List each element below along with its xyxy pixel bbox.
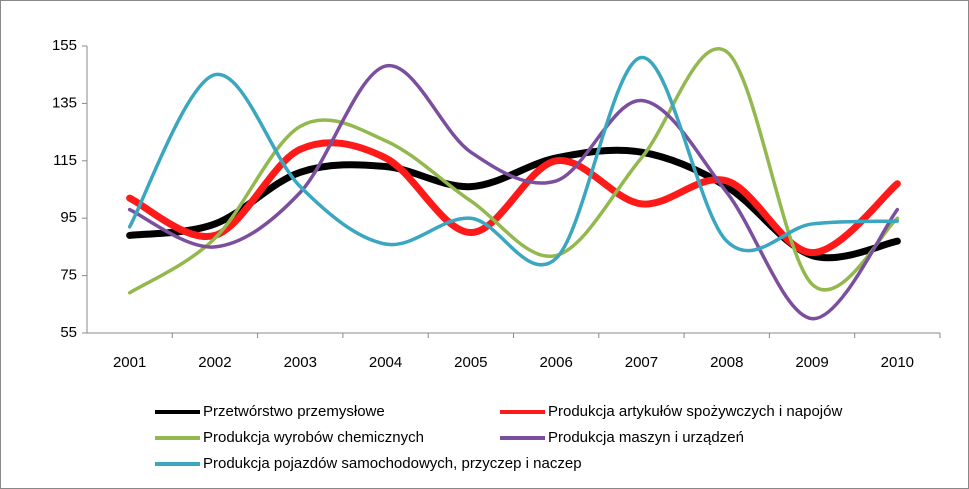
x-tick-label: 2004 bbox=[369, 354, 402, 371]
legend-label: Produkcja wyrobów chemicznych bbox=[203, 429, 424, 446]
x-tick-label: 2006 bbox=[539, 354, 572, 371]
x-tick-label: 2008 bbox=[710, 354, 743, 371]
series-line bbox=[127, 55, 900, 267]
y-tick-label: 115 bbox=[53, 152, 77, 169]
y-tick-label: 95 bbox=[60, 209, 77, 226]
x-tick-label: 2002 bbox=[198, 354, 231, 371]
y-tick-label: 55 bbox=[60, 324, 77, 341]
legend-label: Produkcja pojazdów samochodowych, przycz… bbox=[203, 455, 582, 472]
y-tick-label: 75 bbox=[60, 267, 77, 284]
x-tick-label: 2003 bbox=[284, 354, 317, 371]
y-tick-label: 135 bbox=[52, 94, 77, 111]
x-tick-label: 2007 bbox=[625, 354, 658, 371]
legend-label: Produkcja artykułów spożywczych i napojó… bbox=[548, 403, 842, 420]
x-tick-label: 2010 bbox=[881, 354, 914, 371]
series-line bbox=[127, 47, 900, 295]
legend-label: Przetwórstwo przemysłowe bbox=[203, 403, 385, 420]
series-line bbox=[126, 139, 901, 257]
x-tick-label: 2001 bbox=[113, 354, 146, 371]
series-line bbox=[127, 64, 900, 321]
y-tick-label: 155 bbox=[52, 37, 77, 54]
legend-label: Produkcja maszyn i urządzeń bbox=[548, 429, 744, 446]
x-tick-label: 2009 bbox=[795, 354, 828, 371]
x-tick-label: 2005 bbox=[454, 354, 487, 371]
